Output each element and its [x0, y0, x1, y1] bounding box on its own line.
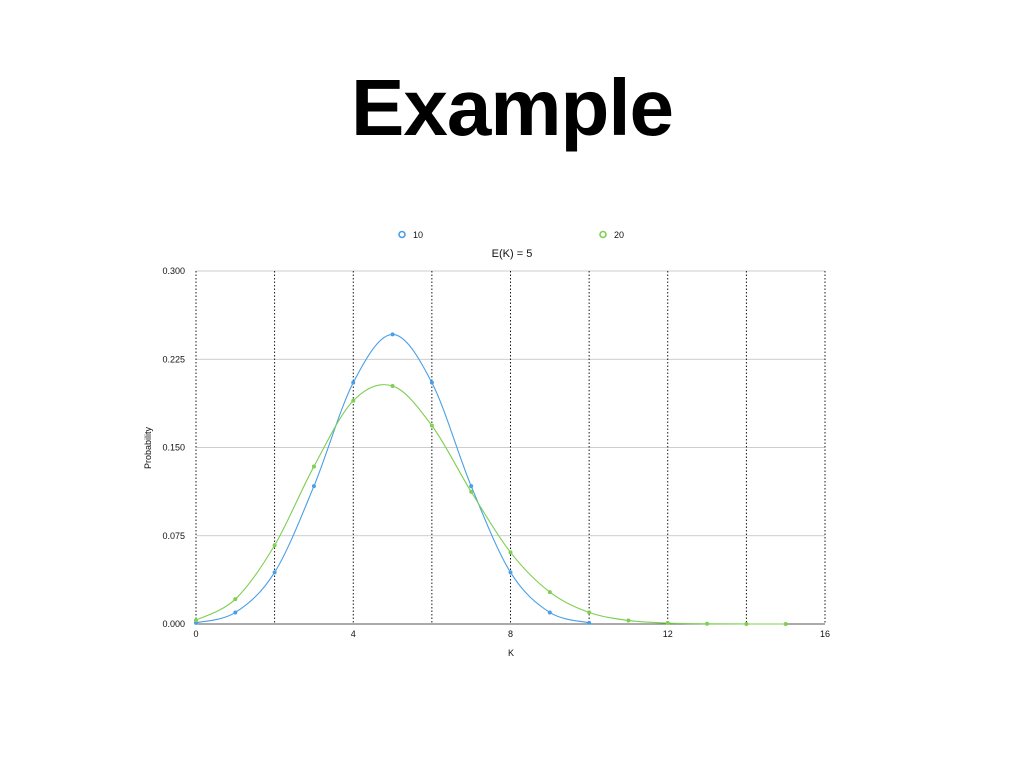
series-lines: [194, 332, 788, 626]
data-point-20: [783, 622, 788, 626]
data-point-10: [390, 332, 395, 337]
legend: 10 20: [398, 230, 624, 240]
data-point-20: [665, 621, 670, 626]
legend-item-10: 10: [398, 230, 423, 240]
series-line-10: [195, 333, 590, 624]
legend-marker: [599, 230, 607, 239]
legend-label: 20: [614, 230, 624, 240]
data-point-20: [744, 622, 749, 626]
grid: [195, 270, 826, 625]
legend-item-20: 20: [599, 230, 624, 240]
slide-title: Example: [350, 63, 674, 152]
data-point-20: [547, 590, 552, 595]
x-tick-label: 8: [508, 629, 513, 639]
data-point-10: [311, 484, 316, 489]
data-point-20: [705, 621, 710, 626]
data-point-10: [547, 610, 552, 615]
legend-label: 10: [413, 230, 423, 240]
y-tick-label: 0.000: [162, 619, 185, 629]
data-point-10: [429, 380, 434, 385]
y-tick-label: 0.150: [162, 443, 185, 453]
axes: 0.000 0.075 0.150 0.225 0.300 0 4 8 12 16: [162, 266, 830, 639]
data-point-10: [272, 570, 277, 575]
y-tick-label: 0.225: [162, 354, 185, 364]
data-point-10: [351, 380, 356, 385]
data-point-10: [508, 570, 513, 575]
x-tick-label: 16: [820, 629, 830, 639]
data-point-10: [587, 620, 592, 625]
y-tick-label: 0.300: [162, 266, 185, 276]
x-axis-label: K: [508, 648, 514, 658]
x-tick-label: 0: [193, 629, 198, 639]
y-tick-label: 0.075: [162, 531, 185, 541]
data-point-20: [508, 550, 513, 555]
legend-marker: [398, 230, 406, 239]
y-axis-label: Probability: [143, 426, 153, 469]
data-point-10: [233, 610, 238, 615]
data-point-20: [194, 618, 198, 623]
data-point-20: [233, 597, 238, 602]
data-point-20: [429, 423, 434, 428]
data-point-20: [469, 489, 474, 494]
data-point-20: [311, 464, 316, 469]
data-point-20: [390, 383, 395, 388]
data-point-10: [469, 484, 474, 489]
series-line-20: [195, 384, 786, 625]
chart-title: E(K) = 5: [492, 248, 533, 260]
x-tick-label: 4: [351, 629, 356, 639]
data-point-20: [351, 398, 356, 403]
x-tick-label: 12: [663, 629, 673, 639]
data-point-20: [626, 618, 631, 623]
data-point-20: [272, 543, 277, 548]
data-point-20: [587, 610, 592, 615]
